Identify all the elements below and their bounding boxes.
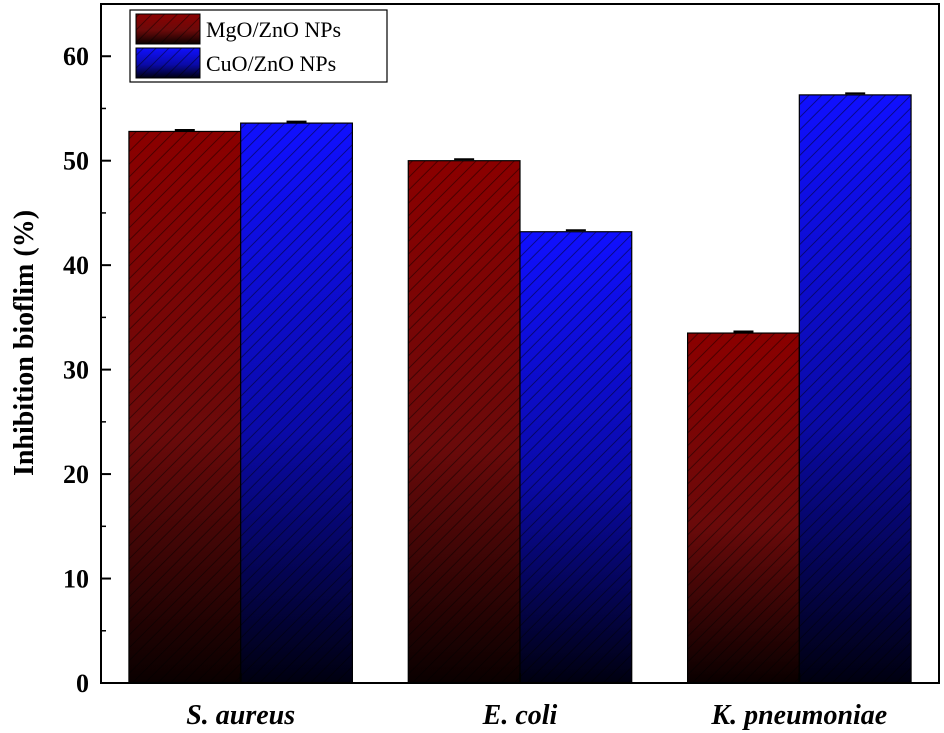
error-bars-group [174, 92, 866, 333]
legend: MgO/ZnO NPs CuO/ZnO NPs [129, 9, 388, 83]
x-category-label: S. aureus [186, 700, 295, 731]
y-tick-label: 60 [63, 42, 89, 71]
bar-hatch [408, 160, 520, 683]
bar-hatch [799, 94, 912, 684]
bar-hatch [240, 123, 353, 683]
x-category-label: K. pneumoniae [710, 700, 887, 731]
bar-hatch [520, 231, 632, 684]
legend-label-mgo-zno: MgO/ZnO NPs [206, 17, 341, 42]
y-tick-label: 0 [76, 669, 89, 698]
y-tick-label: 40 [63, 251, 89, 280]
y-tick-label: 20 [63, 460, 89, 489]
y-tick-label: 10 [63, 565, 89, 594]
x-axis-categories: S. aureus E. coli K. pneumoniae [186, 673, 887, 731]
legend-swatch-hatch [136, 14, 200, 44]
y-tick-label: 50 [63, 147, 89, 176]
y-axis-title: Inhibition bioflim (%) [9, 210, 40, 476]
bar-hatch [687, 333, 800, 683]
x-category-label: E. coli [482, 700, 558, 731]
legend-label-cuo-zno: CuO/ZnO NPs [206, 51, 336, 76]
y-tick-label: 30 [63, 356, 89, 385]
y-axis-ticks: 0 10 20 30 40 50 60 [63, 42, 111, 698]
legend-swatch-hatch [136, 48, 200, 78]
bar-hatch [128, 131, 241, 684]
bars-group [128, 94, 912, 684]
